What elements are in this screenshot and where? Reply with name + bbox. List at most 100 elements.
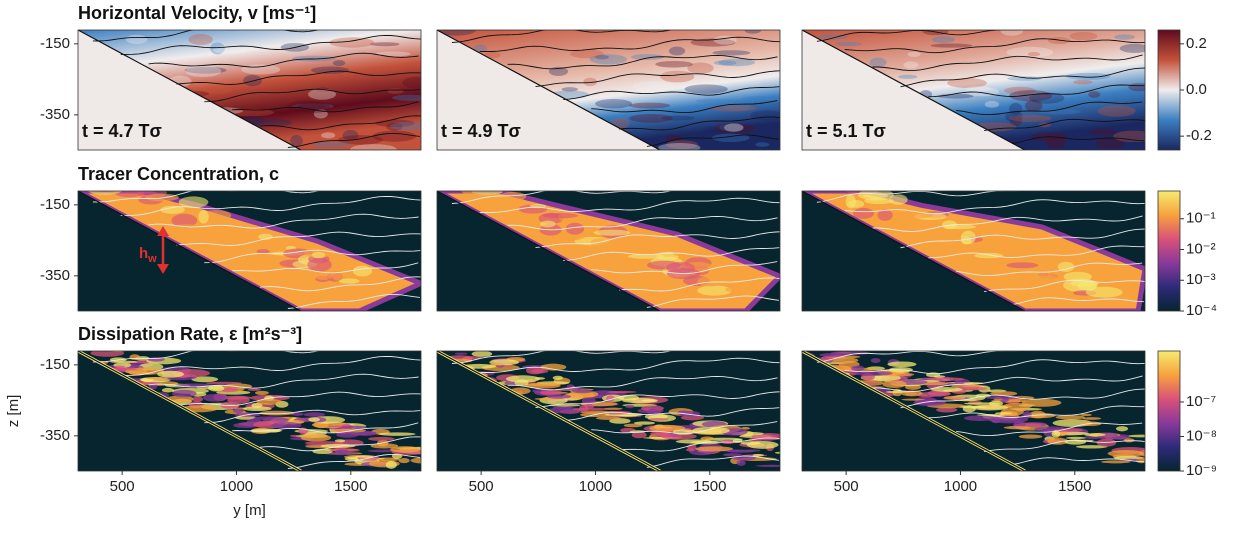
field-structure — [336, 254, 347, 261]
x-tick-label: 500 — [110, 478, 135, 495]
field-structure — [913, 399, 946, 406]
field-structure — [483, 178, 505, 185]
field-structure — [1108, 450, 1145, 457]
field-structure — [390, 446, 420, 453]
field-structure — [146, 377, 168, 379]
field-structure — [1069, 32, 1097, 41]
field-structure — [908, 52, 921, 57]
colorbar-tick-label: 10⁻³ — [1186, 271, 1216, 288]
y-tick-label: -150 — [40, 356, 70, 373]
field-structure — [129, 354, 140, 360]
field-structure — [90, 349, 124, 356]
field-structure — [333, 60, 345, 66]
x-tick-label: 1500 — [1058, 478, 1091, 495]
field-structure — [1084, 433, 1105, 436]
field-structure — [311, 67, 349, 74]
field-structure — [233, 409, 244, 414]
colorbar-tick-label: 10⁻⁸ — [1186, 427, 1217, 444]
field-structure — [287, 100, 325, 111]
field-structure — [172, 390, 197, 397]
y-tick-label: -150 — [40, 35, 70, 52]
field-structure — [632, 81, 673, 91]
field-structure — [629, 114, 673, 123]
field-structure — [819, 353, 851, 357]
x-tick-label: 1500 — [334, 478, 367, 495]
field-structure — [1019, 435, 1043, 439]
field-structure — [596, 417, 621, 420]
colorbar-tick-label: 0.2 — [1186, 35, 1207, 52]
field-structure — [607, 391, 637, 393]
field-structure — [312, 252, 326, 258]
field-structure — [460, 177, 470, 185]
field-structure — [848, 200, 864, 208]
field-structure — [896, 211, 933, 219]
field-structure — [1022, 399, 1062, 407]
field-structure — [658, 143, 700, 152]
field-structure — [655, 61, 693, 68]
field-structure — [957, 244, 991, 254]
field-structure — [1128, 83, 1150, 91]
panel-label: t = 4.9 Tσ — [441, 121, 521, 141]
field-structure — [714, 60, 737, 65]
panel-row-title: Horizontal Velocity, v [ms⁻¹] — [78, 3, 316, 23]
field-structure — [162, 388, 174, 393]
panel-row-title: Tracer Concentration, c — [78, 164, 279, 184]
colorbar-tick-label: 10⁻⁴ — [1186, 302, 1217, 319]
field-structure — [126, 35, 148, 44]
y-tick-label: -350 — [40, 106, 70, 123]
panel-label: t = 5.1 Tσ — [806, 121, 886, 141]
field-structure — [723, 453, 742, 456]
x-tick-label: 1000 — [579, 478, 612, 495]
field-structure — [1128, 435, 1153, 438]
field-structure — [932, 36, 955, 43]
field-structure — [525, 383, 561, 387]
field-structure — [887, 361, 916, 367]
field-structure — [87, 184, 123, 195]
field-structure — [993, 419, 1023, 421]
field-structure — [308, 417, 320, 421]
field-structure — [920, 394, 928, 396]
field-structure — [253, 229, 269, 234]
field-structure — [713, 267, 748, 274]
panel — [78, 339, 445, 476]
field-structure — [490, 363, 504, 365]
colorbar — [1158, 351, 1180, 471]
field-structure — [922, 28, 948, 35]
field-structure — [851, 365, 864, 371]
colorbar-tick-label: 10⁻⁹ — [1186, 462, 1217, 479]
field-structure — [1022, 411, 1032, 418]
field-structure — [546, 394, 571, 398]
panel — [797, 342, 1156, 471]
field-structure — [248, 389, 261, 391]
y-tick-label: -350 — [40, 427, 70, 444]
field-structure — [255, 391, 269, 395]
field-structure — [989, 401, 1003, 406]
field-structure — [1090, 129, 1117, 136]
colorbar-tick-label: -0.2 — [1186, 127, 1212, 144]
field-structure — [595, 99, 632, 108]
field-structure — [506, 375, 540, 382]
field-structure — [898, 75, 917, 79]
panel — [433, 340, 788, 471]
field-structure — [944, 396, 966, 400]
field-structure — [634, 421, 655, 424]
field-structure — [543, 213, 579, 218]
colorbar — [1158, 30, 1180, 150]
field-structure — [1077, 282, 1096, 291]
field-structure — [1009, 90, 1052, 101]
field-structure — [572, 389, 593, 393]
field-structure — [386, 461, 397, 469]
annotation-text: h — [139, 245, 148, 262]
field-structure — [455, 352, 468, 354]
field-structure — [745, 449, 761, 451]
x-axis-label: y [m] — [233, 502, 266, 519]
field-structure — [157, 371, 184, 378]
panel — [802, 179, 1147, 311]
field-structure — [985, 101, 999, 108]
y-tick-label: -350 — [40, 267, 70, 284]
field-structure — [189, 34, 213, 45]
field-structure — [889, 194, 908, 204]
field-structure — [1073, 80, 1093, 85]
field-structure — [500, 192, 527, 201]
field-structure — [553, 376, 563, 380]
